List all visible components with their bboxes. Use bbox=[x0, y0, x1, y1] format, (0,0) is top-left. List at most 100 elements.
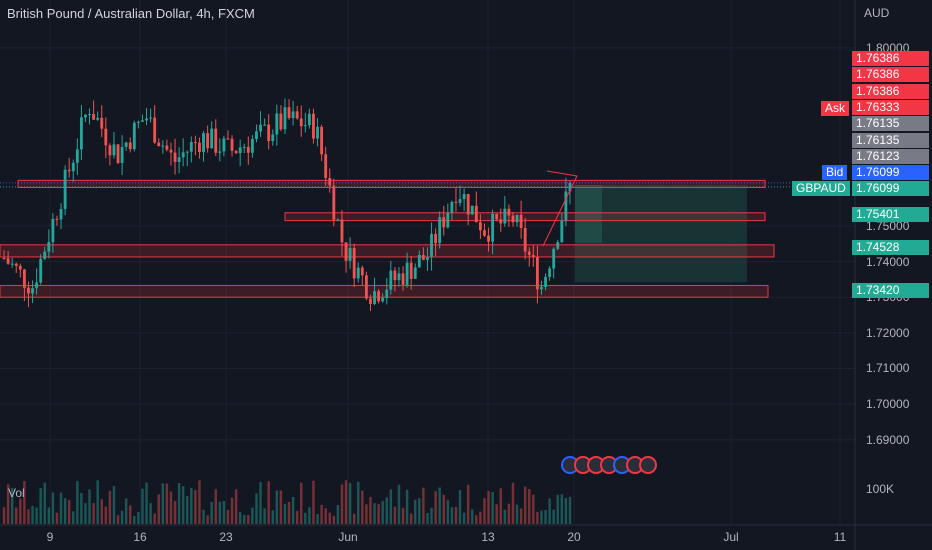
candle-body bbox=[385, 289, 389, 298]
economic-events-row[interactable] bbox=[561, 456, 657, 474]
volume-bar bbox=[112, 486, 116, 524]
volume-bar bbox=[377, 504, 380, 524]
ask-tag: Ask bbox=[821, 101, 850, 116]
price-tag: 1.76135 bbox=[852, 132, 929, 148]
candle-body bbox=[124, 142, 128, 147]
volume-bar bbox=[120, 510, 124, 524]
price-axis-label: 1.72000 bbox=[866, 325, 910, 340]
candle-body bbox=[181, 152, 185, 158]
candle-body bbox=[446, 212, 450, 228]
volume-bar bbox=[352, 513, 356, 524]
volume-bar bbox=[194, 490, 197, 524]
volume-bar bbox=[149, 503, 152, 524]
candle-body bbox=[18, 265, 22, 270]
volume-bar bbox=[430, 507, 433, 524]
position-target-area bbox=[575, 185, 602, 243]
volume-bar bbox=[499, 488, 502, 524]
target-2-tag: 1.74528 bbox=[852, 240, 929, 255]
volume-bar bbox=[540, 510, 543, 524]
candle-body bbox=[31, 288, 34, 294]
candle-body bbox=[185, 151, 189, 153]
zone-rect bbox=[17, 179, 766, 188]
currency-label: AUD bbox=[864, 6, 890, 20]
long-position-tool[interactable] bbox=[575, 185, 747, 283]
candle-body bbox=[96, 117, 100, 120]
volume-bar bbox=[393, 506, 397, 524]
volume-bar bbox=[63, 498, 67, 524]
candle-body bbox=[401, 273, 405, 285]
candle-body bbox=[263, 124, 267, 126]
target-1-tag: 1.75401 bbox=[852, 207, 929, 222]
volume-bar bbox=[414, 499, 417, 524]
candle-body bbox=[63, 169, 67, 210]
candle-body bbox=[332, 185, 336, 220]
volume-bar bbox=[568, 496, 572, 524]
candle-body bbox=[495, 213, 499, 220]
candle-body bbox=[116, 144, 120, 164]
candle-body bbox=[79, 117, 83, 150]
price-axis-label: 1.70000 bbox=[866, 397, 910, 412]
volume-bar bbox=[389, 489, 393, 524]
position-profit-area bbox=[575, 185, 747, 283]
candle-body bbox=[511, 215, 515, 223]
volume-bar bbox=[458, 489, 462, 524]
triangle-pattern-drawing[interactable] bbox=[542, 170, 578, 247]
volume-bar bbox=[218, 501, 222, 524]
candle-body bbox=[328, 177, 332, 186]
volume-bar bbox=[198, 480, 201, 524]
candle-body bbox=[535, 257, 539, 290]
volume-bar bbox=[283, 503, 287, 524]
price-tag: 1.76135 bbox=[852, 116, 929, 132]
price-axis-label: 1.74000 bbox=[866, 254, 910, 269]
time-axis-label: 9 bbox=[46, 530, 54, 544]
candle-body bbox=[377, 291, 381, 302]
candle-body bbox=[540, 286, 543, 290]
candle-body bbox=[413, 267, 417, 279]
candle-body bbox=[210, 128, 214, 149]
price-tag: 1.76123 bbox=[852, 148, 929, 164]
volume-bar bbox=[397, 484, 401, 524]
candle-body bbox=[202, 133, 205, 153]
volume-bar bbox=[251, 507, 254, 524]
volume-bar bbox=[556, 494, 559, 524]
volume-bar bbox=[308, 507, 311, 524]
volume-bar bbox=[10, 487, 14, 524]
volume-bar bbox=[328, 512, 331, 524]
candle-body bbox=[369, 298, 372, 304]
triangle-line bbox=[542, 170, 578, 247]
price-tag: 1.76386 bbox=[852, 51, 929, 66]
candle-body bbox=[466, 194, 470, 215]
volume-bar bbox=[361, 490, 364, 524]
zone-rect bbox=[0, 284, 769, 298]
volume-bar bbox=[426, 512, 429, 524]
volume-bar bbox=[177, 483, 181, 524]
bid-tag: Bid bbox=[822, 165, 848, 180]
volume-bar bbox=[275, 490, 279, 524]
candle-body bbox=[291, 111, 295, 118]
candle-body bbox=[275, 113, 279, 135]
volume-bar bbox=[247, 514, 250, 524]
volume-bar bbox=[80, 492, 83, 524]
volume-bar bbox=[165, 483, 169, 524]
volume-bar bbox=[173, 501, 177, 524]
volume-scale-label: 100K bbox=[866, 482, 895, 496]
candle-body bbox=[141, 120, 144, 122]
candle-body bbox=[100, 117, 104, 129]
candle-body bbox=[55, 218, 59, 220]
candle-body bbox=[299, 118, 303, 127]
price-tag: 1.76099 bbox=[852, 181, 929, 197]
symbol-title[interactable]: British Pound / Australian Dollar, 4h, F… bbox=[7, 6, 255, 21]
volume-bar bbox=[255, 493, 258, 524]
candle-body bbox=[259, 124, 262, 132]
candle-body bbox=[393, 270, 397, 281]
candle-body bbox=[348, 248, 352, 261]
candle-body bbox=[303, 125, 307, 127]
price-tag: 1.76386 bbox=[852, 67, 929, 83]
symbol-tag: GBPAUD bbox=[792, 181, 850, 196]
candle-body bbox=[10, 263, 14, 265]
candle-body bbox=[161, 145, 165, 147]
candle-body bbox=[324, 154, 328, 178]
candle-body bbox=[132, 122, 136, 150]
support-resistance-zones[interactable] bbox=[0, 179, 775, 298]
